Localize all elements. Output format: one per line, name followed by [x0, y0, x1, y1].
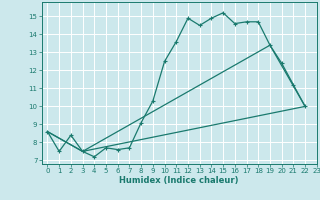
X-axis label: Humidex (Indice chaleur): Humidex (Indice chaleur): [119, 176, 239, 185]
